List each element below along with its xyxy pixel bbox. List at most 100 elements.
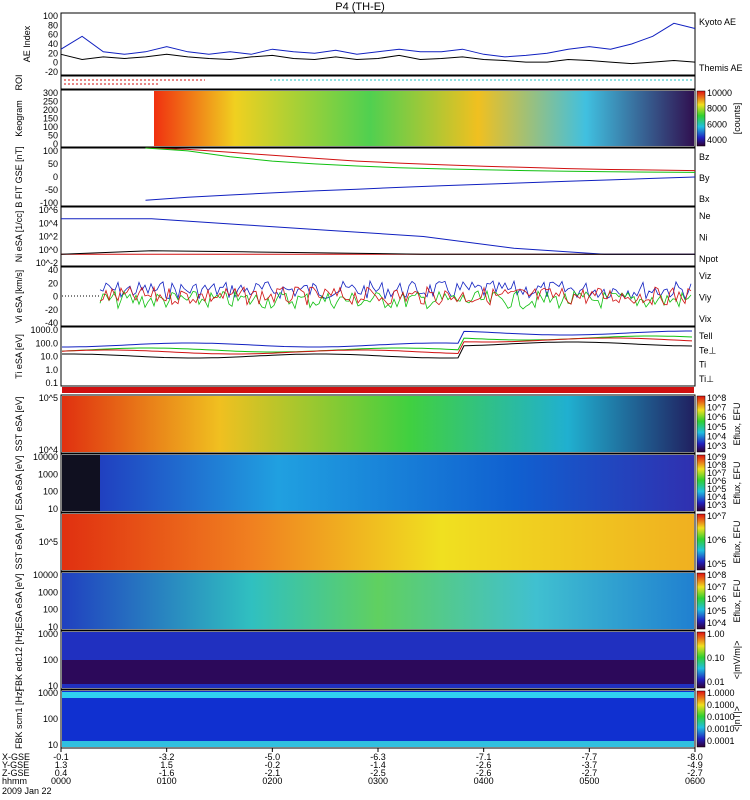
panel-9-colorbar-label: Eflux, EFU [732,520,742,563]
panel-6-ytick-4: 0.1 [45,378,58,388]
panel-7-colorbar-tick-0: 10^8 [707,393,726,403]
x-tick-ygse-2: -0.2 [265,760,281,770]
panel-0-legend-1: Themis AE [699,63,743,73]
panel-3-series-2-line [145,176,696,201]
panel-4-ylabel: Ni eSA [1/cc] [14,211,24,263]
fbk-edc-dark-band [62,660,694,684]
panel-4-ytick-4: 10^-2 [36,258,58,268]
panel-12-ylabel: FBK scm1 [Hz] [14,689,24,749]
keogram-heatmap [154,91,694,146]
panel-4-series-2-line [60,250,695,255]
x-tick-time-3: 0300 [368,776,388,786]
panel-10-colorbar-label: Eflux, EFU [732,579,742,622]
velocity-trace-0 [99,279,692,300]
panel-12-colorbar-tick-4: 0.0001 [707,736,735,746]
esa-ion-dark-region [62,455,100,511]
velocity-trace-2 [99,285,692,306]
fbk-scm-bottom-band [62,741,694,747]
x-tick-zgse-2: -2.1 [265,768,281,778]
sst-elec-colorbar [696,513,706,571]
panel-8-ytick-2: 100 [43,487,58,497]
x-tick-zgse-1: -1.6 [159,768,175,778]
panel-4-ytick-0: 10^6 [39,205,58,215]
panel-10-ytick-1: 1000 [38,587,58,597]
x-tick-ygse-6: -4.9 [687,760,703,770]
panel-0-ytick-2: 60 [48,30,58,40]
panel-0-legend-0: Kyoto AE [699,17,736,27]
velocity-trace-1 [99,289,692,310]
panel-6-ytick-3: 1.0 [45,365,58,375]
panel-11-colorbar-tick-1: 0.10 [707,653,725,663]
x-tick-zgse-6: -2.7 [687,768,703,778]
temperature-trace-0 [62,330,692,348]
panel-12-colorbar-tick-2: 0.0100 [707,712,735,722]
panel-12-colorbar-tick-3: 0.0010 [707,724,735,734]
panel-8-ylabel: ESA eSA [eV] [14,455,24,510]
panel-5-legend-0: Viz [699,271,712,281]
panel-12-colorbar-label: <|nT|> [732,706,742,732]
panel-2-ytick-5: 50 [48,131,58,141]
x-tick-xgse-1: -3.2 [159,752,175,762]
panel-7-colorbar-tick-1: 10^7 [707,403,726,413]
panel-7-colorbar-tick-2: 10^6 [707,412,726,422]
x-tick-xgse-6: -8.0 [687,752,703,762]
sst-ion-heatmap [62,396,694,452]
panel-8-colorbar-tick-3: 10^6 [707,476,726,486]
sst-elec-heatmap [62,514,694,570]
xgse-label: X-GSE [2,752,30,762]
panel-2-ytick-3: 150 [43,114,58,124]
x-tick-xgse-3: -6.3 [370,752,386,762]
x-tick-time-0: 0000 [51,776,71,786]
x-tick-time-1: 0100 [157,776,177,786]
esa-elec-heatmap [62,573,694,629]
sst-ion-colorbar [696,395,706,453]
panel-7-colorbar-tick-4: 10^4 [707,431,726,441]
panel-frames [60,12,696,749]
sst-elec-panel-frame [60,512,696,572]
colorbars [696,90,706,748]
panel-11-colorbar-tick-0: 1.00 [707,629,725,639]
panel-6-ylabel: Ti eSA [eV] [14,334,24,379]
esa-ion-panel-frame [60,453,696,513]
panel-2-colorbar-tick-0: 10000 [707,88,732,98]
panel-11-colorbar-label: <|mV/m|> [732,641,742,680]
panel-7-ytick-0: 10^5 [39,393,58,403]
panel-10-colorbar-tick-0: 10^8 [707,570,726,580]
panel-2-colorbar-tick-2: 6000 [707,119,727,129]
panel-2-ytick-1: 250 [43,97,58,107]
esa-elec-panel-frame [60,571,696,631]
panel-0-ytick-1: 80 [48,20,58,30]
panel-8-ytick-3: 10 [48,504,58,514]
panel-7-colorbar-tick-5: 10^3 [707,441,726,451]
panel-11-ytick-0: 1000 [38,629,58,639]
panel-10-ytick-3: 10 [48,622,58,632]
panel-11-colorbar-tick-2: 0.01 [707,677,725,687]
panel-5-ytick-2: 0 [53,292,58,302]
panel-6-legend-3: Ti⊥ [699,374,714,384]
x-tick-zgse-4: -2.6 [476,768,492,778]
panel-8-colorbar-tick-0: 10^9 [707,452,726,462]
panel-10-ytick-2: 100 [43,605,58,615]
x-tick-time-2: 0200 [262,776,282,786]
panel-8-colorbar-label: Eflux, EFU [732,461,742,504]
panel-4-legend-1: Ni [699,233,708,243]
roi-panel-frame [60,75,696,90]
zgse-label: Z-GSE [2,768,30,778]
x-tick-xgse-5: -7.7 [582,752,598,762]
x-tick-zgse-3: -2.5 [370,768,386,778]
panel-3-series-1-line [145,147,696,173]
x-tick-time-6: 0600 [685,776,705,786]
x-tick-ygse-5: -3.7 [582,760,598,770]
x-tick-xgse-2: -5.0 [265,752,281,762]
panel-9-colorbar-tick-0: 10^7 [707,511,726,521]
panel-8-colorbar-tick-2: 10^7 [707,468,726,478]
panel-10-colorbar-tick-1: 10^7 [707,582,726,592]
panel-5-ytick-1: 20 [48,278,58,288]
panel-5-legend-2: Vix [699,314,712,324]
date-label: 2009 Jan 22 [2,786,52,796]
panel-1-ylabel: ROI [14,74,24,90]
x-tick-ygse-4: -2.6 [476,760,492,770]
panel-4-ytick-3: 10^0 [39,245,58,255]
panel-9-ytick-0: 10^5 [39,537,58,547]
